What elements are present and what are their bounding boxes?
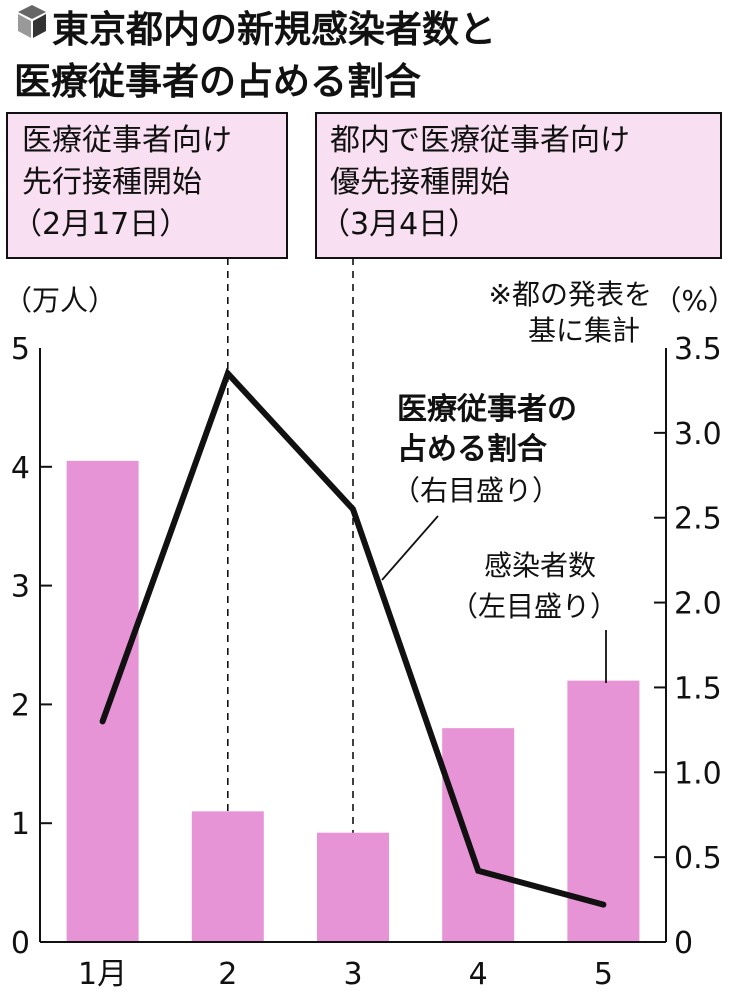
annotation-box-2: 都内で医療従事者向け 優先接種開始 （3月4日） xyxy=(315,112,722,259)
right-axis-unit: （%） xyxy=(653,284,736,317)
x-tick-label: 2 xyxy=(218,957,237,992)
bars xyxy=(66,460,640,942)
right-tick-label: 2.0 xyxy=(674,587,722,622)
left-axis-unit: （万人） xyxy=(4,284,116,317)
line-label-line2: 占める割合 xyxy=(397,432,547,467)
bar xyxy=(191,811,264,942)
right-tick-label: 3.0 xyxy=(674,417,722,452)
title-block: 東京都内の新規感染者数と 医療従事者の占める割合 xyxy=(14,5,496,103)
axes: 0 1 2 3 4 5 0 0.5 1.0 1.5 2.0 2.5 3.0 3.5 1月 2 3 4 5 xyxy=(11,332,722,992)
bar xyxy=(66,460,139,942)
source-note-line1: ※都の発表を xyxy=(489,278,652,311)
annotation-box-1-frame xyxy=(6,112,288,259)
right-tick-label: 1.5 xyxy=(674,671,722,706)
x-tick-label: 1月 xyxy=(78,957,127,992)
ratio-point xyxy=(100,719,105,724)
title-line1: 東京都内の新規感染者数と xyxy=(52,8,496,51)
line-label-scale: （右目盛り） xyxy=(392,474,560,507)
annotation-box-2-line3: （3月4日） xyxy=(320,207,478,242)
right-tick-label: 0 xyxy=(674,926,693,961)
left-tick-label: 4 xyxy=(11,451,30,486)
annotation-box-2-frame xyxy=(315,112,722,259)
line-label-leader xyxy=(381,515,439,581)
ratio-point xyxy=(476,868,481,873)
line-series-label: 医療従事者の 占める割合 （右目盛り） xyxy=(381,392,577,581)
line-label-line1: 医療従事者の xyxy=(397,392,577,427)
left-tick-label: 2 xyxy=(11,688,30,723)
right-tick-label: 1.0 xyxy=(674,756,722,791)
bar-label-scale: （左目盛り） xyxy=(450,590,618,623)
x-tick-label: 4 xyxy=(469,957,488,992)
bar xyxy=(317,832,389,942)
ratio-point xyxy=(601,902,606,907)
title-line2: 医療従事者の占める割合 xyxy=(14,60,421,103)
annotation-box-1-line1: 医療従事者向け xyxy=(22,123,232,158)
right-tick-label: 0.5 xyxy=(674,841,722,876)
ratio-point xyxy=(225,371,230,376)
annotation-box-2-line2: 優先接種開始 xyxy=(330,165,510,200)
source-note-line2: 基に集計 xyxy=(528,314,640,347)
ratio-line xyxy=(99,367,607,908)
left-tick-label: 1 xyxy=(11,807,30,842)
cube-icon xyxy=(18,5,46,38)
right-tick-label: 3.5 xyxy=(674,332,722,367)
ratio-point xyxy=(351,507,355,512)
annotation-box-2-line1: 都内で医療従事者向け xyxy=(330,123,630,158)
x-tick-label: 3 xyxy=(343,957,362,992)
left-tick-label: 3 xyxy=(11,570,30,605)
left-tick-label: 0 xyxy=(11,926,30,961)
right-tick-label: 2.5 xyxy=(674,502,722,537)
annotation-box-1-line3: （2月17日） xyxy=(12,207,189,242)
bar-label-line1: 感染者数 xyxy=(484,549,596,582)
event-lines xyxy=(227,258,354,833)
bar xyxy=(442,728,515,942)
left-tick-label: 5 xyxy=(11,332,30,367)
bar-series-label: 感染者数 （左目盛り） xyxy=(450,549,618,683)
annotation-box-1: 医療従事者向け 先行接種開始 （2月17日） xyxy=(6,112,288,259)
annotation-box-1-line2: 先行接種開始 xyxy=(22,165,202,200)
x-tick-label: 5 xyxy=(594,957,613,992)
